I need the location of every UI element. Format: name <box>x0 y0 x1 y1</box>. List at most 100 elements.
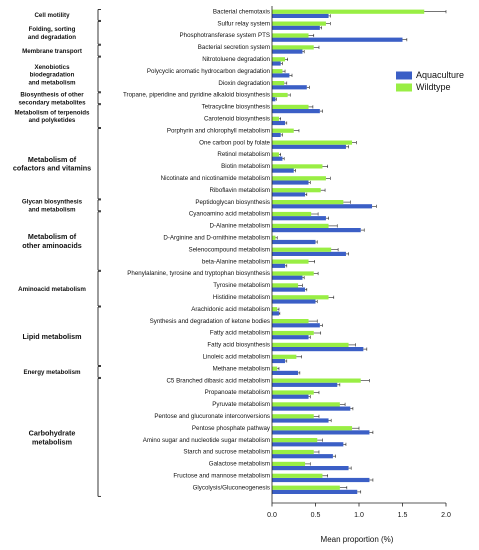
bar-aquaculture <box>272 442 344 447</box>
bar-wildtype <box>272 319 309 324</box>
bar-wildtype <box>272 449 314 455</box>
bar-wildtype <box>272 461 306 466</box>
category-label: Glycolysis/Gluconeogenesis <box>193 484 270 491</box>
bar-aquaculture <box>272 228 361 233</box>
bar-wildtype <box>272 176 326 181</box>
bar-aquaculture <box>272 418 329 423</box>
bar-wildtype <box>272 223 329 228</box>
category-label: One carbon pool by folate <box>199 139 270 146</box>
group-label: cofactors and vitamins <box>13 164 91 173</box>
category-label: Pyruvate metabolism <box>212 401 270 408</box>
group-label: Metabolism of <box>28 155 77 164</box>
group-label: biodegradation <box>30 72 75 79</box>
bar-wildtype <box>272 378 361 383</box>
bar-aquaculture <box>272 335 309 340</box>
group-label: secondary metabolites <box>18 99 86 106</box>
group-label: other aminoacids <box>22 241 82 250</box>
bar-wildtype <box>272 116 279 121</box>
category-label: C5 Branched dibasic acid metabolism <box>166 377 270 384</box>
bar-wildtype <box>272 235 276 240</box>
group-label: Energy metabolism <box>23 369 81 376</box>
bar-wildtype <box>272 354 297 359</box>
bar-aquaculture <box>272 323 320 328</box>
bar-aquaculture <box>272 382 338 387</box>
bar-wildtype <box>272 81 285 86</box>
legend-label: Aquaculture <box>416 70 464 80</box>
category-label: Fatty acid biosynthesis <box>207 342 270 349</box>
bar-wildtype <box>272 414 314 419</box>
bar-aquaculture <box>272 287 306 292</box>
category-label: Fructose and mannose metabolism <box>173 473 270 480</box>
group-label: Biosynthesis of other <box>20 92 84 99</box>
bar-wildtype <box>272 426 353 431</box>
bar-aquaculture <box>272 347 364 352</box>
bar-aquaculture <box>272 466 349 471</box>
category-label: Histidine metabolism <box>213 294 270 301</box>
bar-wildtype <box>272 140 353 145</box>
bar-wildtype <box>272 45 314 50</box>
category-label: Riboflavin metabolism <box>209 187 270 194</box>
bar-aquaculture <box>272 311 279 316</box>
category-label: Tropane, piperidine and pyridine alkaloi… <box>123 92 270 99</box>
bar-wildtype <box>272 438 318 443</box>
category-label: Peptidoglycan biosynthesis <box>195 199 270 206</box>
category-label: beta-Alanine metabolism <box>202 258 270 265</box>
category-label: Pentose phosphate pathway <box>192 425 271 432</box>
bar-aquaculture <box>272 49 303 54</box>
bar-aquaculture <box>272 132 281 137</box>
category-label: Synthesis and degradation of ketone bodi… <box>150 318 270 325</box>
bar-wildtype <box>272 164 323 169</box>
bar-wildtype <box>272 247 332 252</box>
bar-wildtype <box>272 295 329 300</box>
bar-aquaculture <box>272 394 309 399</box>
category-label: Pentose and glucuronate interconversions <box>154 413 270 420</box>
bar-aquaculture <box>272 73 290 78</box>
bar-aquaculture <box>272 85 307 90</box>
category-label: Porphyrin and chlorophyll metabolism <box>167 127 270 134</box>
legend-swatch-wildtype <box>396 83 412 92</box>
bar-aquaculture <box>272 61 281 66</box>
bar-wildtype <box>272 188 321 193</box>
category-labels: Bacterial chemotaxis Sulfur relay system P… <box>123 8 271 491</box>
bar-wildtype <box>272 69 283 74</box>
category-label: Carotenoid biosynthesis <box>204 116 270 123</box>
bar-aquaculture <box>272 358 286 364</box>
category-label: Cyanoamino acid metabolism <box>189 211 270 218</box>
legend-swatch-aquaculture <box>396 71 412 80</box>
group-label: Cell motility <box>34 12 70 19</box>
category-label: Biotin metabolism <box>221 163 270 170</box>
bar-wildtype <box>272 200 344 205</box>
bar-aquaculture <box>272 454 333 459</box>
bar-aquaculture <box>272 109 320 114</box>
group-label: Xenobiotics <box>34 64 70 71</box>
x-tick-label: 1.0 <box>354 512 364 519</box>
group-label: and degradation <box>28 34 76 41</box>
group-label: Metabolism of terpenoids <box>15 109 91 116</box>
x-axis: 0.0 0.5 1.0 1.5 2.0 <box>267 6 451 519</box>
bar-aquaculture <box>272 144 346 149</box>
category-label: Arachidonic acid metabolism <box>191 306 270 313</box>
group-label: Membrane transport <box>22 48 82 55</box>
bar-aquaculture <box>272 216 326 221</box>
bar-aquaculture <box>272 251 346 256</box>
bar-wildtype <box>272 104 309 109</box>
category-label: Propanoate metabolism <box>205 389 270 396</box>
group-label: and metabolism <box>28 206 76 213</box>
x-tick-label: 1.5 <box>398 512 408 519</box>
bar-wildtype <box>272 211 312 217</box>
group-label: metabolism <box>32 437 72 446</box>
legend: Aquaculture Wildtype <box>396 70 464 92</box>
x-tick-label: 0.5 <box>311 512 321 519</box>
category-label: D-Alanine metabolism <box>209 223 270 230</box>
group-label: Aminoacid metabolism <box>18 286 86 293</box>
bar-wildtype <box>272 307 278 312</box>
bars <box>272 9 447 494</box>
bar-aquaculture <box>272 168 294 173</box>
bar-aquaculture <box>272 25 320 30</box>
bar-aquaculture <box>272 299 316 304</box>
category-label: Amino sugar and nucleotide sugar metabol… <box>143 437 270 444</box>
bar-wildtype <box>272 390 314 395</box>
group-label: and polyketides <box>29 117 76 124</box>
bar-wildtype <box>272 33 309 38</box>
